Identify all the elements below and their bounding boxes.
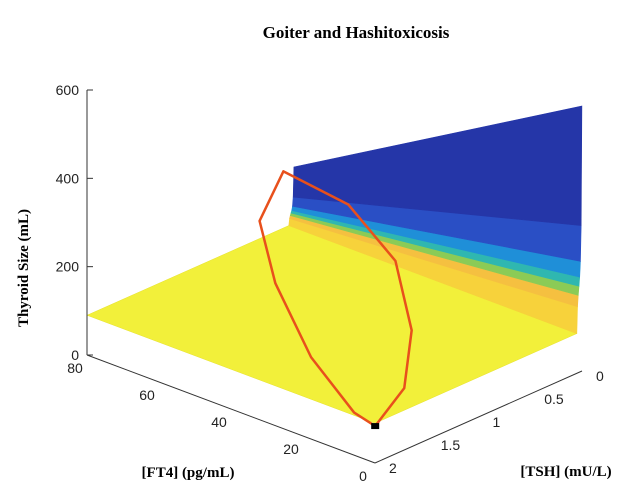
x-tick-label: 40 <box>211 414 227 430</box>
y-tick-label: 0.5 <box>544 391 564 407</box>
y-tick-label: 2 <box>389 460 397 476</box>
chart-title: Goiter and Hashitoxicosis <box>263 23 450 42</box>
z-tick-label: 200 <box>56 259 80 275</box>
x-axis-label: [FT4] (pg/mL) <box>142 465 235 481</box>
z-tick-label: 600 <box>56 82 80 98</box>
y-tick-label: 1 <box>493 414 501 430</box>
x-axis-line <box>86 354 376 464</box>
trajectory-layer <box>258 170 413 430</box>
x-tick-label: 0 <box>359 468 367 484</box>
y-axis-label: [TSH] (mU/L) <box>520 464 611 480</box>
surface-plot <box>86 105 583 424</box>
x-tick-label: 60 <box>139 387 155 403</box>
trajectory-line <box>258 170 413 428</box>
axes <box>86 89 583 464</box>
z-tick-label: 0 <box>71 347 79 363</box>
z-tick-label: 400 <box>56 170 80 186</box>
z-axis-label: Thyroid Size (mL) <box>16 209 32 327</box>
x-tick-label: 20 <box>283 441 299 457</box>
y-tick-label: 0 <box>596 368 604 384</box>
trajectory-start-marker <box>371 423 380 430</box>
surface-band <box>292 105 583 226</box>
x-tick-label: 80 <box>67 360 83 376</box>
y-axis-line <box>374 370 583 464</box>
y-tick-label: 1.5 <box>441 437 461 453</box>
